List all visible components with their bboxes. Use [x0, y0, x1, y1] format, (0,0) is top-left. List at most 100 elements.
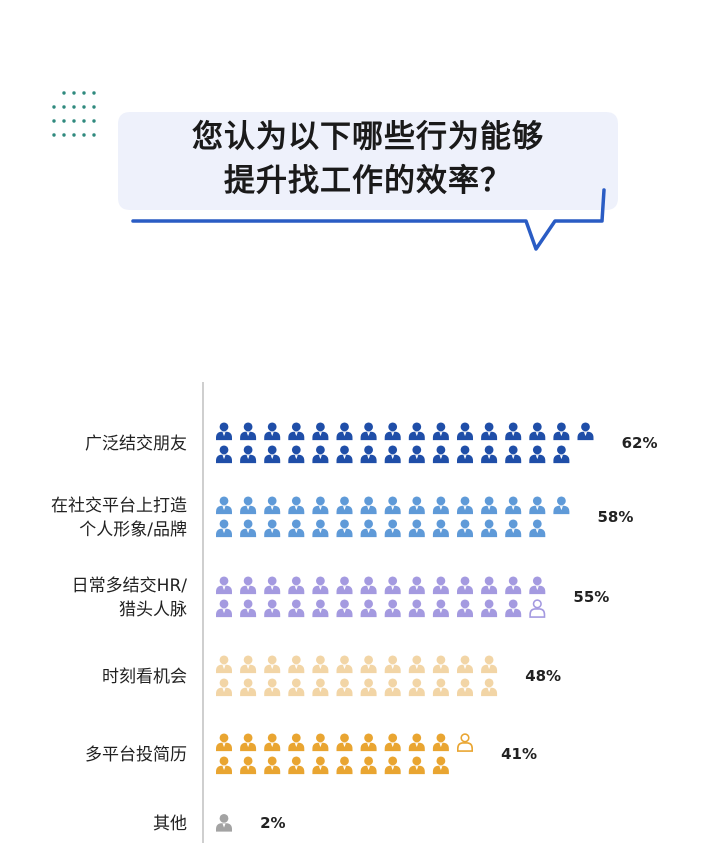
category-label: 多平台投简历	[85, 745, 187, 765]
decorative-dot	[72, 91, 76, 95]
decorative-dot	[52, 119, 56, 123]
person-icon	[312, 496, 329, 515]
person-icon	[384, 496, 401, 515]
person-icon	[312, 599, 329, 618]
category-row: 多平台投简历 41%	[85, 733, 537, 775]
decorative-dot	[52, 133, 56, 137]
person-icon	[481, 599, 498, 618]
category-row: 广泛结交朋友 62%	[85, 422, 658, 464]
person-icon	[457, 599, 473, 618]
person-icon	[216, 655, 232, 674]
person-icon	[481, 422, 498, 441]
percentage-label: 58%	[598, 508, 634, 526]
person-icon	[432, 422, 449, 441]
person-icon	[408, 422, 425, 441]
decorative-dot	[82, 105, 86, 109]
person-icon	[216, 519, 232, 538]
person-icon	[312, 519, 329, 538]
person-icon	[432, 445, 449, 464]
person-icon	[457, 519, 473, 538]
person-icon	[288, 756, 305, 775]
person-icon	[360, 519, 377, 538]
decorative-dot	[82, 119, 86, 123]
decorative-dot	[92, 133, 96, 137]
decorative-dot	[52, 105, 56, 109]
partial-person-icon	[457, 733, 473, 752]
person-icon	[481, 678, 498, 697]
person-icon	[288, 576, 305, 595]
person-icon	[336, 655, 353, 674]
person-icon	[240, 496, 257, 515]
person-icon	[216, 678, 232, 697]
person-icon	[264, 678, 281, 697]
category-label: 时刻看机会	[102, 667, 187, 687]
speech-bubble-border	[131, 188, 606, 251]
person-icon	[384, 733, 401, 752]
person-icon	[505, 422, 522, 441]
speech-bubble-body	[118, 112, 618, 210]
person-icon	[481, 445, 498, 464]
person-icon	[336, 678, 353, 697]
person-icon	[360, 576, 377, 595]
category-label: 个人形象/品牌	[79, 520, 187, 540]
person-icon	[384, 519, 401, 538]
person-icon	[216, 496, 232, 515]
person-icon	[240, 599, 257, 618]
person-icon	[312, 422, 329, 441]
person-icon	[408, 733, 425, 752]
person-icon	[457, 678, 473, 697]
person-icon	[553, 445, 570, 464]
person-icon	[481, 576, 498, 595]
person-icon	[384, 756, 401, 775]
person-icon	[312, 576, 329, 595]
person-icon	[577, 422, 594, 441]
person-icon	[264, 445, 281, 464]
person-icon	[457, 422, 473, 441]
person-icon	[264, 576, 281, 595]
person-icon	[240, 655, 257, 674]
category-row: 时刻看机会 48%	[102, 655, 561, 697]
person-icon	[216, 733, 232, 752]
decorative-dot	[82, 91, 86, 95]
person-icon	[529, 445, 546, 464]
person-icon	[432, 599, 449, 618]
person-icon	[481, 496, 498, 515]
category-row: 日常多结交HR/猎头人脉 55%	[72, 576, 610, 620]
person-icon	[529, 422, 546, 441]
person-icon	[240, 678, 257, 697]
person-icon	[336, 445, 353, 464]
person-icon	[481, 519, 498, 538]
decorative-dot	[72, 119, 76, 123]
person-icon	[408, 519, 425, 538]
person-icon	[240, 576, 257, 595]
person-icon	[288, 599, 305, 618]
person-icon	[505, 576, 522, 595]
person-icon	[432, 756, 449, 775]
person-icon	[360, 599, 377, 618]
person-icon	[264, 655, 281, 674]
person-icon	[457, 445, 473, 464]
person-icon	[408, 576, 425, 595]
person-icon	[384, 599, 401, 618]
decorative-dot	[72, 105, 76, 109]
category-label: 其他	[153, 814, 187, 834]
person-icon	[264, 733, 281, 752]
person-icon	[481, 655, 498, 674]
person-icon	[432, 519, 449, 538]
question-title: 您认为以下哪些行为能够 提升找工作的效率？	[118, 112, 618, 206]
category-label: 日常多结交HR/	[72, 576, 188, 596]
person-icon	[312, 756, 329, 775]
person-icon	[553, 422, 570, 441]
person-icon	[408, 445, 425, 464]
person-icon	[505, 599, 522, 618]
person-icon	[384, 422, 401, 441]
person-icon	[505, 519, 522, 538]
person-icon	[240, 445, 257, 464]
title-line-1: 您认为以下哪些行为能够	[192, 119, 544, 155]
person-icon	[505, 445, 522, 464]
person-icon	[505, 496, 522, 515]
person-icon	[360, 422, 377, 441]
decorative-dot	[62, 133, 66, 137]
